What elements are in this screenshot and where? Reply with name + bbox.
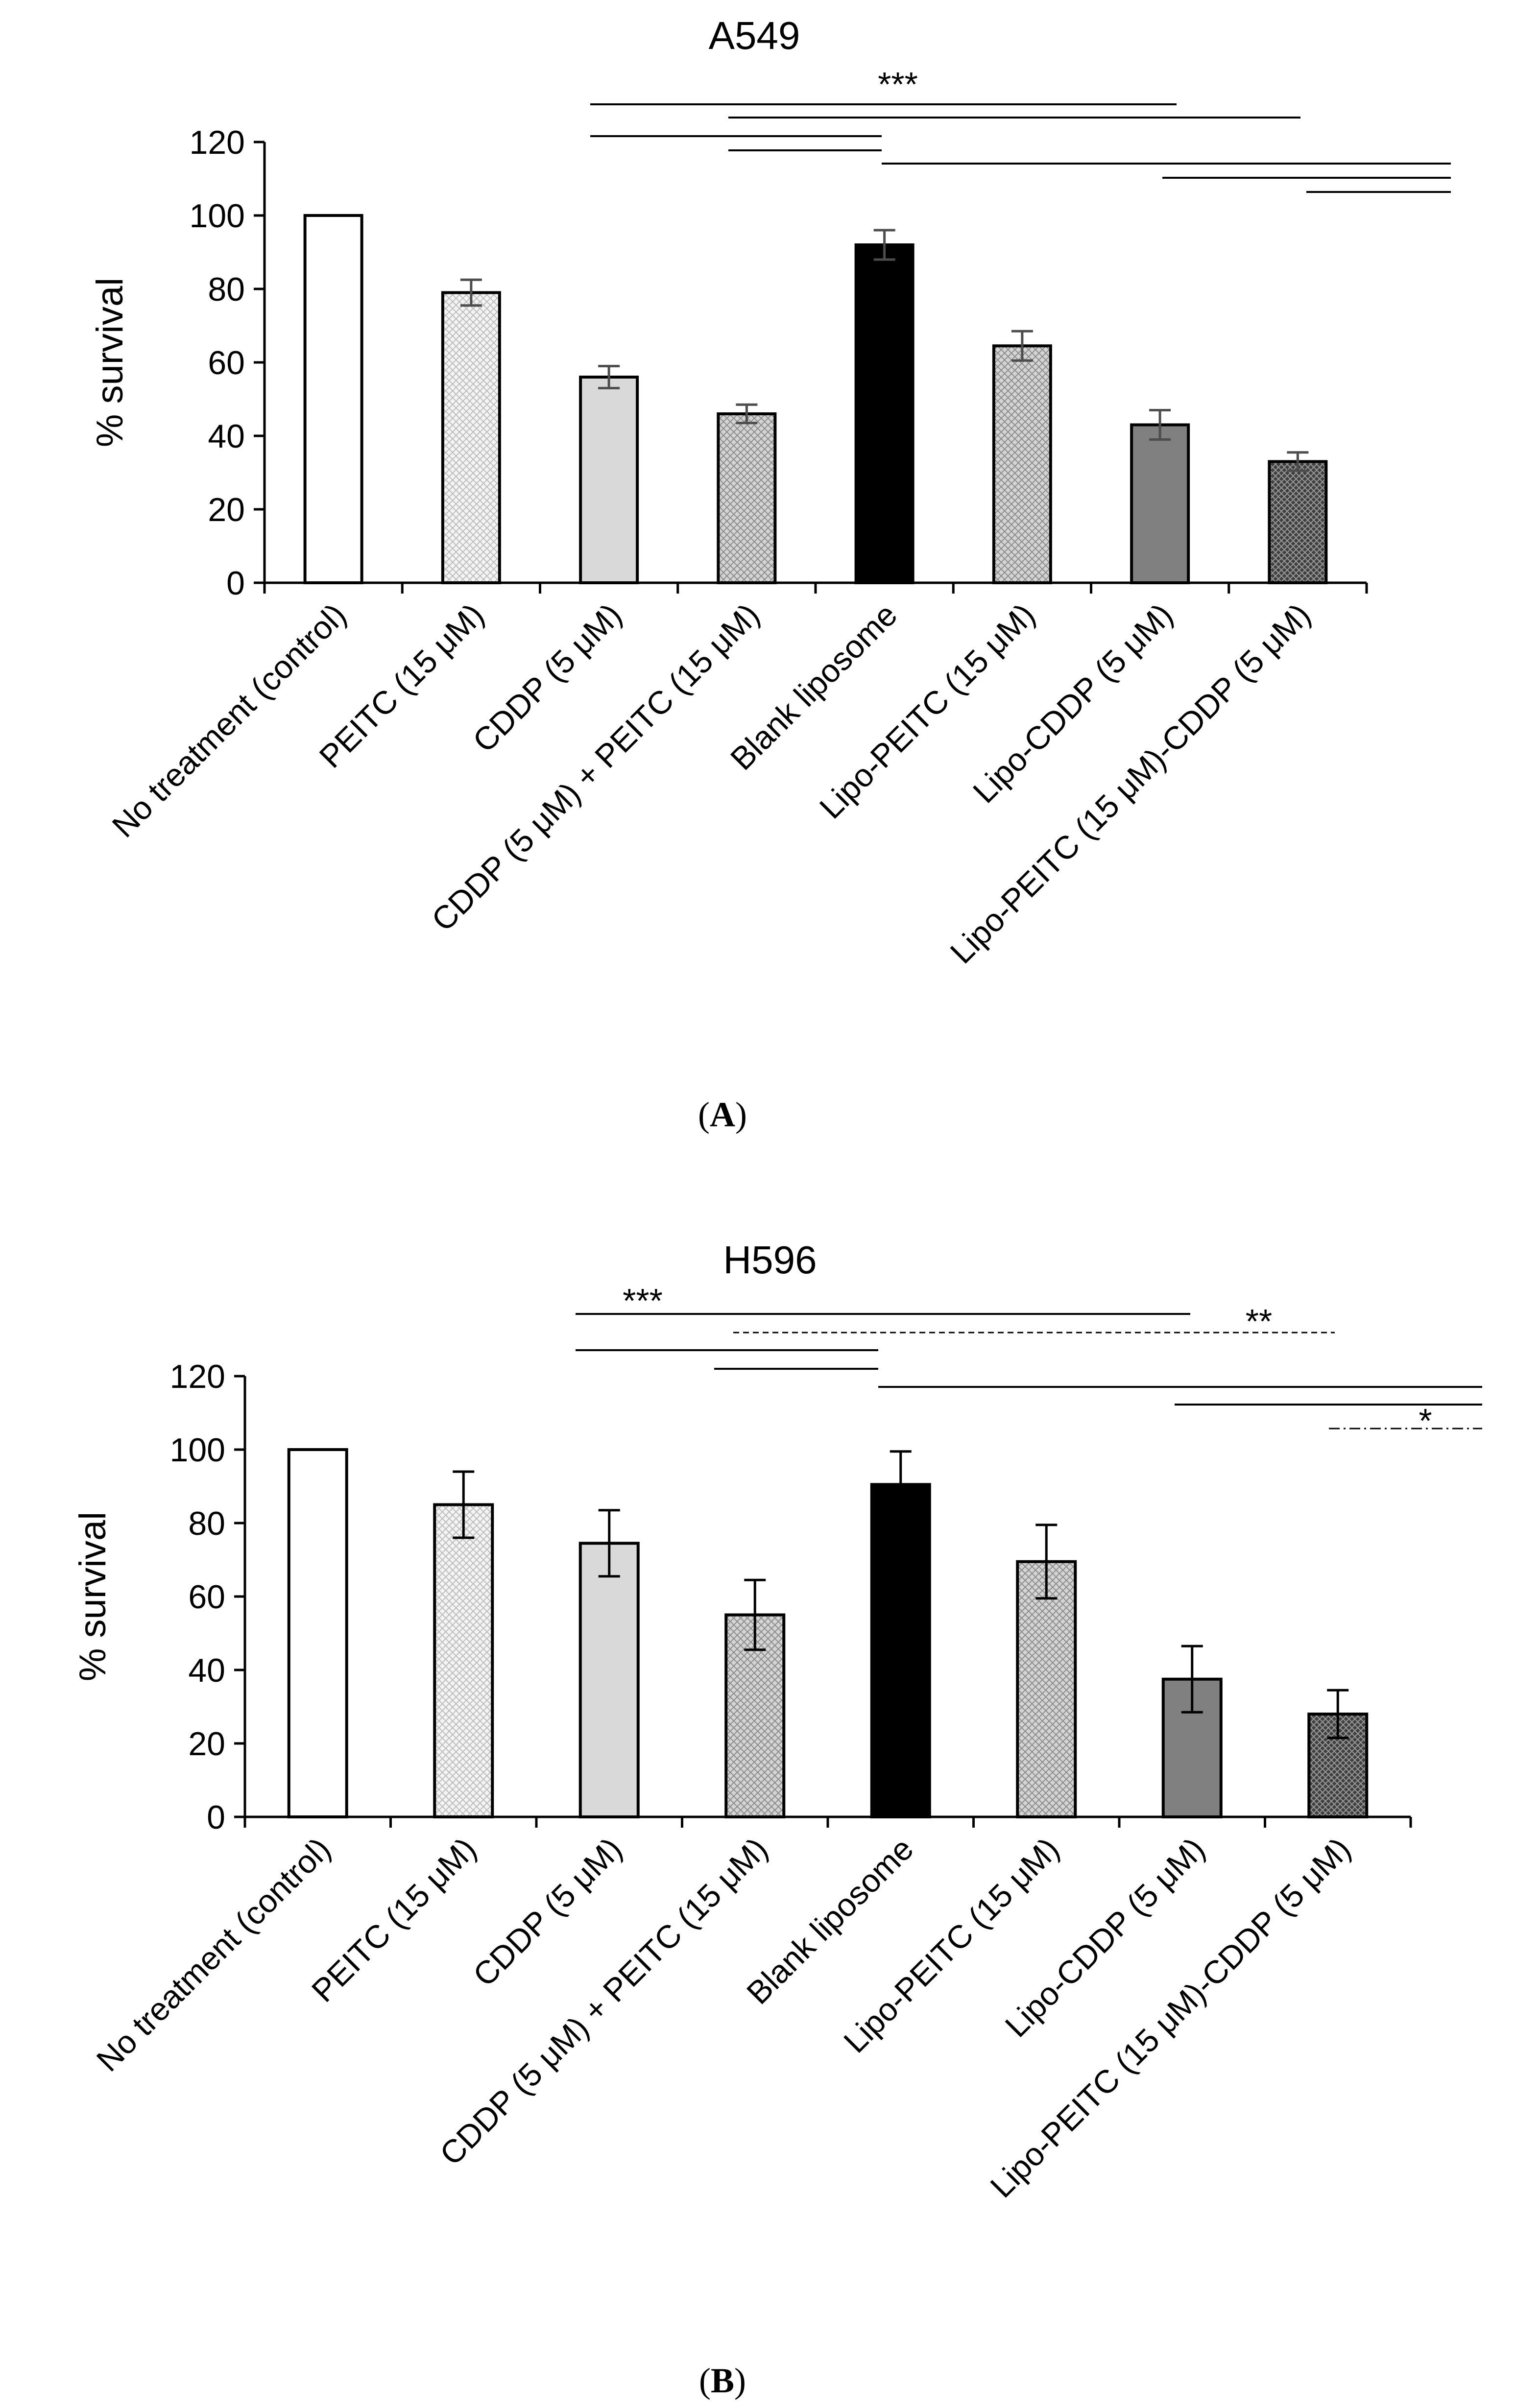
chart-title: A549 — [709, 14, 800, 57]
bar — [578, 1542, 640, 1818]
y-tick-label: 120 — [190, 124, 245, 161]
chart-title: H596 — [723, 1238, 817, 1282]
bar — [992, 344, 1052, 584]
y-axis-label: % survival — [72, 1512, 114, 1681]
bar — [303, 214, 363, 584]
y-tick-label: 80 — [208, 271, 245, 308]
x-tick-label: CDDP (5 μM) + PEITC (15 μM) — [433, 1831, 774, 2172]
bar — [1268, 460, 1328, 584]
bar — [854, 243, 914, 584]
y-tick-label: 80 — [188, 1505, 225, 1542]
y-tick-label: 120 — [170, 1358, 225, 1395]
bar — [579, 376, 639, 584]
bar — [433, 1503, 494, 1818]
significance-label: *** — [623, 1282, 663, 1320]
y-tick-label: 60 — [208, 344, 245, 381]
bar — [717, 412, 777, 584]
significance-brackets — [576, 1313, 1482, 1430]
bar — [441, 291, 501, 584]
y-tick-label: 100 — [170, 1431, 225, 1469]
y-tick-label: 60 — [188, 1578, 225, 1616]
y-tick-label: 20 — [208, 491, 245, 528]
y-tick-label: 0 — [226, 565, 245, 602]
significance-label: *** — [878, 65, 918, 103]
y-tick-label: 40 — [208, 418, 245, 455]
significance-label: ** — [1246, 1302, 1272, 1340]
bar — [1016, 1560, 1077, 1818]
bar — [287, 1448, 348, 1818]
y-tick-label: 0 — [207, 1799, 225, 1836]
significance-brackets — [590, 103, 1451, 193]
y-tick-label: 40 — [188, 1652, 225, 1689]
panel-b: H596 *** ** * % survival 0 20 40 60 80 100 120… — [72, 1238, 1482, 2400]
panel-label: (A) — [698, 1095, 747, 1134]
x-tick-label: CDDP (5 μM) — [466, 1831, 628, 1993]
panel-a: A549 *** % survival 0 20 40 60 80 100 120 No tr… — [89, 14, 1451, 1134]
bar — [870, 1483, 931, 1818]
y-tick-label: 100 — [190, 197, 245, 235]
panel-label: (B) — [699, 2361, 746, 2400]
significance-label: * — [1419, 1402, 1432, 1440]
bar — [1130, 423, 1190, 584]
x-tick-label: No treatment (control) — [89, 1831, 337, 2078]
y-axis-label: % survival — [89, 278, 131, 447]
y-tick-label: 20 — [188, 1725, 225, 1763]
x-tick-label: No treatment (control) — [105, 596, 353, 844]
